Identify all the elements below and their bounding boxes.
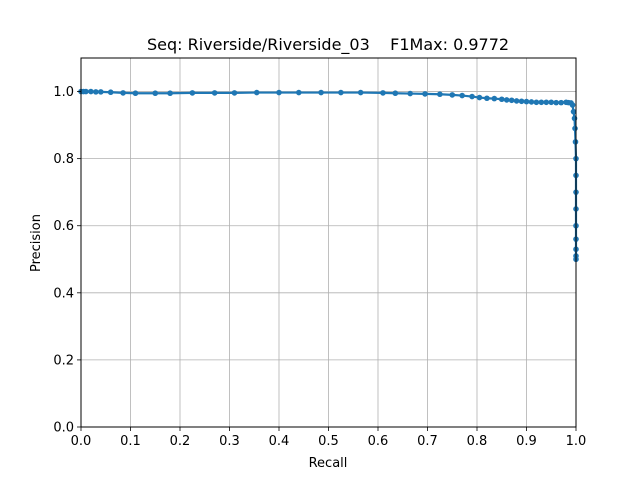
pr-curve-point	[189, 90, 196, 96]
pr-curve-point	[449, 92, 456, 98]
x-tick-label: 0.0	[71, 434, 92, 449]
pr-curve-point	[503, 97, 510, 103]
pr-curve-point	[533, 99, 540, 106]
pr-curve-point	[469, 93, 475, 100]
pr-curve-point	[93, 89, 99, 95]
pr-curve-point	[508, 97, 515, 104]
pr-curve-point	[484, 95, 490, 102]
pr-curve-point	[167, 90, 173, 97]
x-tick-label: 0.4	[269, 434, 290, 449]
pr-curve-point	[491, 95, 498, 102]
pr-curve-point	[437, 91, 443, 98]
y-axis-label: Precision	[29, 214, 44, 272]
pr-curve-point	[528, 99, 535, 105]
pr-curve-point	[152, 90, 159, 97]
x-tick-label: 0.7	[417, 434, 438, 449]
pr-curve-point	[572, 125, 578, 132]
pr-curve-point	[231, 90, 238, 96]
pr-curve-point	[476, 94, 483, 101]
pr-curve-point	[88, 88, 94, 95]
y-tick-label: 0.8	[53, 152, 74, 167]
x-tick-label: 0.3	[219, 434, 240, 449]
pr-curve-point	[570, 108, 577, 115]
pr-curve-point	[253, 89, 260, 96]
y-tick-label: 0.6	[53, 219, 74, 234]
pr-curve-point	[498, 96, 505, 103]
pr-curve-point	[553, 99, 559, 106]
pr-curve-point	[548, 99, 555, 106]
pr-curve-point	[407, 90, 413, 97]
pr-curve-point	[132, 90, 139, 97]
x-tick-label: 0.1	[120, 434, 141, 449]
pr-curve-point	[558, 99, 564, 106]
pr-curve-point	[211, 90, 218, 96]
pr-curve-point	[83, 88, 89, 95]
pr-curve-point	[276, 89, 282, 96]
pr-curve-point	[120, 90, 126, 96]
y-tick-label: 1.0	[53, 85, 74, 100]
pr-curve-point	[543, 99, 550, 106]
pr-curve-point	[296, 89, 302, 96]
pr-curve-point	[459, 92, 465, 99]
y-tick-label: 0.4	[53, 286, 74, 301]
x-tick-label: 0.2	[170, 434, 191, 449]
x-tick-label: 0.6	[368, 434, 389, 449]
x-axis-label: Recall	[309, 456, 348, 471]
tick-layer: 0.0 0.1 0.2 0.3 0.4 0.5 0.6 0.7 0.8 0.9 1.0 0.0 0.2 0…	[53, 85, 586, 449]
pr-curve-point	[523, 98, 530, 105]
x-tick-label: 0.9	[516, 434, 537, 449]
x-tick-label: 1.0	[566, 434, 587, 449]
pr-curve-point	[318, 89, 324, 96]
pr-curve-point	[338, 89, 344, 96]
pr-curve-point	[357, 89, 364, 96]
pr-curve-point	[98, 89, 104, 95]
pr-curve-point	[513, 98, 520, 104]
y-tick-label: 0.0	[53, 421, 74, 436]
pr-curve-point	[107, 89, 114, 96]
pr-curve-point	[518, 98, 525, 105]
pr-curve-point	[392, 90, 399, 97]
x-tick-label: 0.5	[318, 434, 339, 449]
pr-curve-point	[569, 102, 576, 108]
y-tick-label: 0.2	[53, 353, 74, 368]
x-tick-label: 0.8	[467, 434, 488, 449]
pr-curve-point	[422, 91, 428, 97]
chart-title: Seq: Riverside/Riverside_03 F1Max: 0.977…	[147, 35, 509, 55]
pr-curve-point	[380, 90, 386, 96]
pr-curve-point	[538, 99, 545, 106]
